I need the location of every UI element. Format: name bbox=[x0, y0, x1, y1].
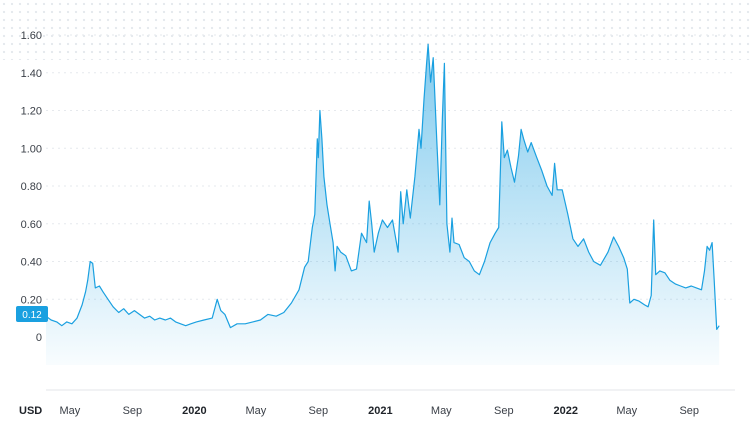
y-tick-label: 1.40 bbox=[21, 68, 42, 80]
gridlines bbox=[46, 34, 735, 300]
series-layer bbox=[45, 43, 720, 366]
x-tick-label: Sep bbox=[679, 405, 699, 417]
x-tick-label: May bbox=[616, 405, 637, 417]
current-price-badge-bg bbox=[16, 306, 48, 322]
y-tick-label: 0.60 bbox=[21, 219, 42, 231]
dotted-background bbox=[0, 0, 750, 60]
series-area bbox=[46, 44, 720, 366]
x-tick-label: May bbox=[431, 405, 452, 417]
x-tick-label: May bbox=[59, 405, 80, 417]
x-tick-label: Sep bbox=[309, 405, 329, 417]
current-price-badge: 0.12 bbox=[16, 306, 48, 322]
y-tick-label: 1.00 bbox=[21, 143, 42, 155]
x-tick-label: Sep bbox=[494, 405, 514, 417]
labels: USD 0.12 0 0.20 0.40 0.60 0.80 1.00 1.20 1.40 1.… bbox=[16, 30, 699, 417]
current-price-label: 0.12 bbox=[22, 310, 42, 321]
y-tick-label: 0.80 bbox=[21, 181, 42, 193]
x-tick-label: Sep bbox=[123, 405, 143, 417]
y-tick-label: 1.20 bbox=[21, 106, 42, 118]
y-tick-label: 0.40 bbox=[21, 257, 42, 269]
x-tick-label: 2021 bbox=[368, 405, 392, 417]
x-tick-label: 2020 bbox=[182, 405, 206, 417]
currency-label: USD bbox=[19, 405, 42, 417]
series-line bbox=[45, 43, 720, 330]
y-tick-label: 1.60 bbox=[21, 30, 42, 42]
x-tick-label: 2022 bbox=[554, 405, 578, 417]
x-tick-label: May bbox=[245, 405, 266, 417]
y-tick-label: 0 bbox=[36, 332, 42, 344]
y-tick-label: 0.20 bbox=[21, 294, 42, 306]
